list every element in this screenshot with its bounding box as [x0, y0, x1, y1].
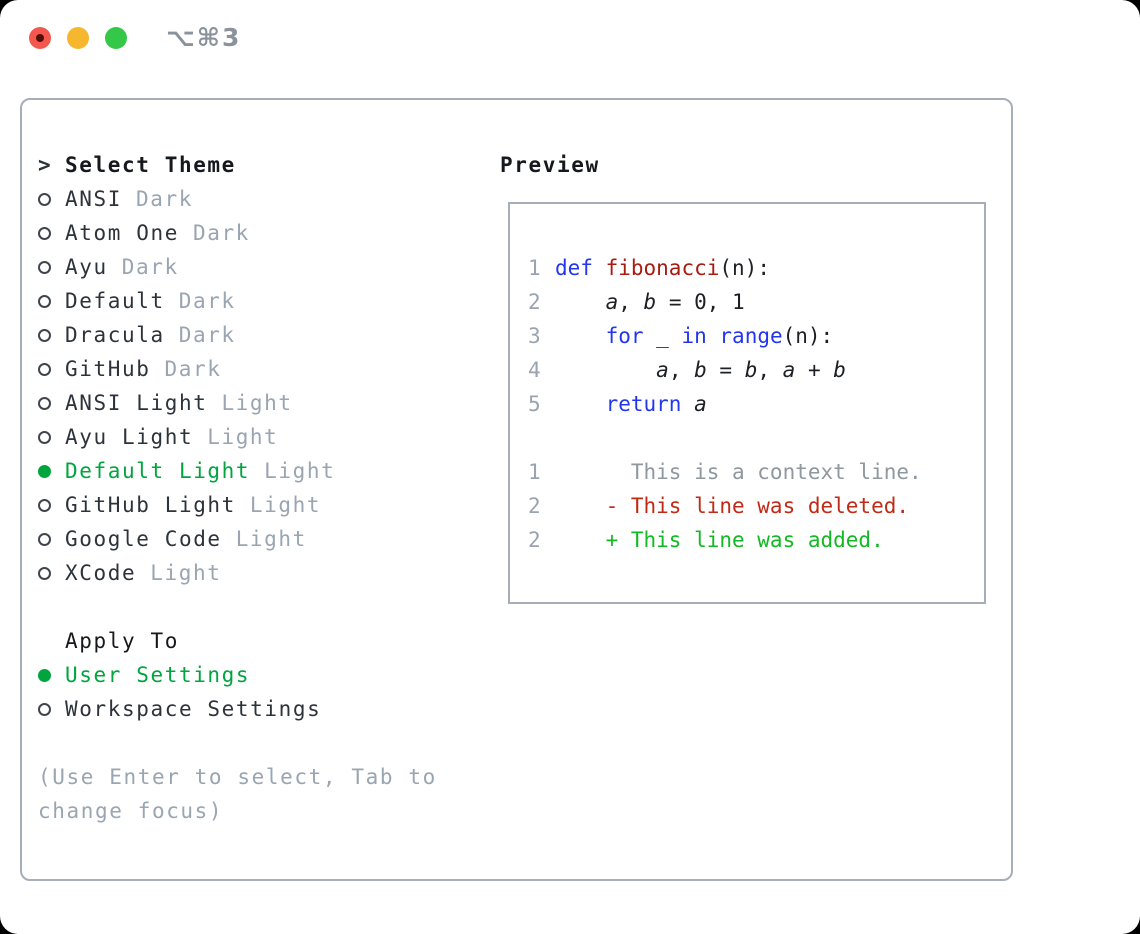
preview-code-line: 5 return a: [528, 387, 984, 421]
theme-variant: Light: [150, 561, 222, 585]
preview-code-line: 2 a, b = 0, 1: [528, 285, 984, 319]
preview-code-line: 4 a, b = b, a + b: [528, 353, 984, 387]
theme-name: ANSI: [65, 187, 122, 211]
line-number: 2: [528, 494, 541, 518]
apply-to-option[interactable]: User Settings: [38, 658, 321, 692]
preview-title: Preview: [500, 153, 600, 177]
theme-variant: Light: [207, 425, 279, 449]
main-panel: > Select Theme ANSI Dark Atom One Dark A…: [20, 98, 1013, 881]
line-number: 5: [528, 392, 541, 416]
theme-name: Ayu Light: [65, 425, 194, 449]
radio-indicator[interactable]: [38, 498, 51, 512]
radio-indicator[interactable]: [38, 702, 51, 716]
apply-to-title: Apply To: [65, 629, 179, 653]
window-title: ⌥⌘3: [166, 23, 242, 52]
theme-variant: Dark: [164, 357, 222, 381]
radio-indicator[interactable]: [38, 294, 51, 308]
theme-name: Default: [65, 289, 165, 313]
theme-option[interactable]: ANSI Dark: [38, 182, 335, 216]
radio-indicator[interactable]: [38, 192, 51, 206]
theme-name: XCode: [65, 561, 137, 585]
theme-variant: Light: [264, 459, 336, 483]
zoom-button[interactable]: [105, 27, 127, 49]
preview-code-line: 2 - This line was deleted.: [528, 489, 984, 523]
preview-code-line: 3 for _ in range(n):: [528, 319, 984, 353]
radio-indicator[interactable]: [38, 464, 51, 478]
preview-code-line: [528, 421, 984, 455]
line-number: 1: [528, 460, 541, 484]
radio-indicator[interactable]: [38, 226, 51, 240]
line-number: 4: [528, 358, 541, 382]
theme-variant: Light: [249, 493, 322, 517]
theme-name: GitHub: [65, 357, 151, 381]
theme-variant: Dark: [135, 187, 193, 211]
theme-variant: Dark: [192, 221, 250, 245]
line-number: [528, 421, 555, 455]
theme-option[interactable]: Ayu Light Light: [38, 420, 335, 454]
theme-variant: Light: [235, 527, 307, 551]
theme-option[interactable]: XCode Light: [38, 556, 335, 590]
theme-option[interactable]: Dracula Dark: [38, 318, 335, 352]
line-number: 2: [528, 528, 541, 552]
apply-to-header-row: Apply To: [38, 624, 321, 658]
apply-to-label: User Settings: [65, 663, 251, 687]
hint-line-2: change focus): [38, 799, 224, 823]
line-number: 3: [528, 324, 541, 348]
hint-line-1: (Use Enter to select, Tab to: [38, 765, 437, 789]
theme-variant: Dark: [121, 255, 179, 279]
focus-caret: >: [38, 153, 53, 177]
radio-indicator[interactable]: [38, 566, 51, 580]
theme-variant: Dark: [178, 323, 236, 347]
preview-code-line: 1 def fibonacci(n):: [528, 251, 984, 285]
theme-name: ANSI Light: [65, 391, 208, 415]
line-number: 1: [528, 256, 541, 280]
theme-name: Atom One: [65, 221, 179, 245]
theme-option[interactable]: GitHub Light Light: [38, 488, 335, 522]
theme-list-title: Select Theme: [65, 153, 236, 177]
theme-option[interactable]: Google Code Light: [38, 522, 335, 556]
theme-name: GitHub Light: [65, 493, 236, 517]
close-button[interactable]: [29, 27, 51, 49]
line-number: 2: [528, 290, 541, 314]
theme-option[interactable]: ANSI Light Light: [38, 386, 335, 420]
theme-name: Google Code: [65, 527, 222, 551]
apply-to-label: Workspace Settings: [65, 697, 322, 721]
theme-option[interactable]: Atom One Dark: [38, 216, 335, 250]
theme-name: Dracula: [65, 323, 165, 347]
hint-text: (Use Enter to select, Tab to change focu…: [38, 760, 437, 828]
theme-variant: Light: [221, 391, 293, 415]
radio-indicator[interactable]: [38, 668, 51, 682]
radio-indicator[interactable]: [38, 362, 51, 376]
theme-name: Default Light: [65, 459, 251, 483]
preview-code-line: 1 This is a context line.: [528, 455, 984, 489]
radio-indicator[interactable]: [38, 532, 51, 546]
theme-list-header-row: > Select Theme: [38, 148, 335, 182]
theme-option[interactable]: Default Dark: [38, 284, 335, 318]
theme-option[interactable]: Ayu Dark: [38, 250, 335, 284]
preview-code-line: 2 + This line was added.: [528, 523, 984, 557]
radio-indicator[interactable]: [38, 260, 51, 274]
close-button-dot: [36, 34, 44, 42]
theme-list: > Select Theme ANSI Dark Atom One Dark A…: [38, 148, 335, 590]
radio-indicator[interactable]: [38, 328, 51, 342]
apply-to-section: Apply To User Settings Workspace Setting…: [38, 624, 321, 726]
theme-option[interactable]: GitHub Dark: [38, 352, 335, 386]
radio-indicator[interactable]: [38, 430, 51, 444]
radio-indicator[interactable]: [38, 396, 51, 410]
theme-name: Ayu: [65, 255, 108, 279]
minimize-button[interactable]: [67, 27, 89, 49]
apply-to-option[interactable]: Workspace Settings: [38, 692, 321, 726]
theme-variant: Dark: [178, 289, 236, 313]
theme-option[interactable]: Default Light Light: [38, 454, 335, 488]
